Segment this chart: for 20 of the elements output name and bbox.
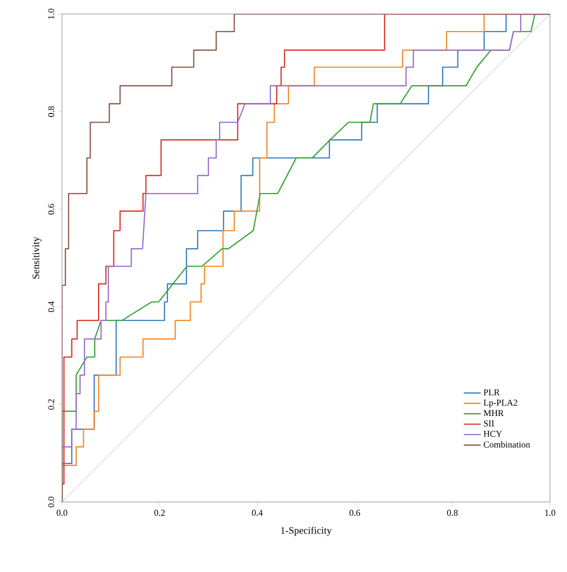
legend-label: MHR [484,410,504,416]
y-tick-label: 0.2 [48,399,54,410]
y-tick-label: 0.6 [48,204,54,214]
legend-label: SII [484,420,494,426]
legend-label: HCY [484,430,502,437]
x-tick-label: 0.4 [252,510,263,516]
legend-label: Combination [484,441,530,448]
legend-label: Lp-PLA2 [484,400,518,408]
x-tick-label: 0.8 [447,510,458,516]
x-tick-label: 1.0 [545,510,556,516]
y-tick-label: 0.0 [48,496,54,508]
x-tick-label: 0.0 [56,510,68,516]
legend-label: PLR [484,389,500,396]
y-axis-title: Sensitivity [32,236,42,279]
y-tick-label: 0.4 [48,301,54,312]
y-tick-label: 0.8 [48,106,54,117]
x-axis-title: 1-Specificity [281,526,332,536]
x-tick-label: 0.6 [350,510,360,516]
x-tick-label: 0.2 [154,510,165,516]
y-tick-label: 1.0 [48,8,54,19]
